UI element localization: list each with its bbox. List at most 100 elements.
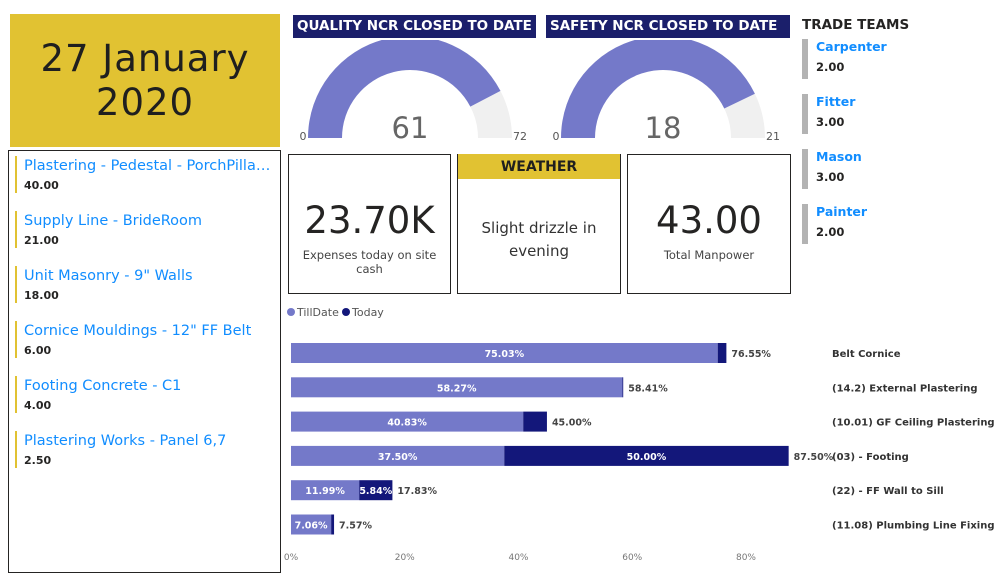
trade-item-carpenter[interactable]: Carpenter 2.00	[802, 39, 982, 83]
task-name: Cornice Mouldings - 12" FF Belt	[24, 323, 252, 339]
data-label-tilldate: 75.03%	[485, 349, 525, 360]
trade-name: Fitter	[816, 94, 856, 109]
manpower-card: 43.00 Total Manpower	[627, 154, 791, 294]
task-item[interactable]: Plastering Works - Panel 6,7 2.50	[15, 428, 280, 483]
quality-gauge-fill	[308, 40, 501, 138]
legend-marker-tilldate	[287, 308, 295, 316]
task-name: Supply Line - BrideRoom	[24, 213, 203, 229]
data-label-today: 5.84%	[359, 486, 392, 497]
task-item[interactable]: Cornice Mouldings - 12" FF Belt 6.00	[15, 318, 280, 373]
trade-item-fitter[interactable]: Fitter 3.00	[802, 94, 982, 138]
bar-tilldate	[291, 411, 524, 432]
weather-line2: evening	[508, 242, 570, 260]
bar-today	[331, 514, 335, 535]
x-tick-label: 80%	[736, 553, 756, 563]
trade-item-mason[interactable]: Mason 3.00	[802, 149, 982, 193]
data-label-total: 87.50%	[794, 452, 834, 463]
progress-bar-chart: TillDate Today 0% 20% 40% 60% 80% 75.03% 76.55% B…	[284, 300, 994, 578]
data-label-tilldate: 58.27%	[437, 383, 477, 394]
data-label-tilldate: 7.06%	[295, 521, 328, 532]
task-item[interactable]: Plastering - Pedestal - PorchPillar ... 4…	[15, 153, 280, 208]
expenses-label: Expenses today on site cash	[302, 248, 437, 276]
legend-marker-today	[342, 308, 350, 316]
category-label: (11.08) Plumbing Line Fixing	[832, 521, 994, 532]
bar-chart-svg: TillDate Today 0% 20% 40% 60% 80% 75.03% 76.55% B…	[284, 306, 994, 563]
category-label: (10.01) GF Ceiling Plastering	[832, 418, 994, 429]
quality-gauge-max: 72	[513, 130, 527, 143]
x-tick-label: 0%	[284, 553, 299, 563]
data-label-tilldate: 11.99%	[305, 486, 345, 497]
bar-today	[717, 343, 727, 363]
x-tick-label: 40%	[508, 553, 528, 563]
quality-gauge-value: 61	[392, 111, 429, 145]
weather-card: WEATHER Slight drizzle in evening	[457, 154, 621, 294]
task-value: 6.00	[24, 344, 52, 357]
trade-name: Painter	[816, 204, 868, 219]
safety-ncr-header: SAFETY NCR CLOSED TO DATE	[546, 15, 790, 38]
bar-today	[523, 411, 547, 432]
task-value: 40.00	[24, 179, 59, 192]
data-label-tilldate: 37.50%	[378, 452, 418, 463]
task-name: Footing Concrete - C1	[24, 378, 182, 394]
expenses-card: 23.70K Expenses today on site cash	[288, 154, 451, 294]
safety-gauge-value: 18	[645, 111, 682, 145]
date-line1: 27 January	[40, 36, 250, 80]
task-item[interactable]: Unit Masonry - 9" Walls 18.00	[15, 263, 280, 318]
task-item[interactable]: Supply Line - BrideRoom 21.00	[15, 208, 280, 263]
category-label: Belt Cornice	[832, 349, 901, 360]
bar-tilldate	[291, 514, 332, 535]
task-item[interactable]: Footing Concrete - C1 4.00	[15, 373, 280, 428]
weather-line1: Slight drizzle in	[481, 219, 597, 237]
data-label-total: 17.83%	[397, 486, 437, 497]
data-label-tilldate: 40.83%	[387, 418, 427, 429]
trade-teams-title: TRADE TEAMS	[802, 17, 910, 33]
safety-gauge-max: 21	[766, 130, 780, 143]
x-tick-label: 60%	[622, 553, 642, 563]
quality-gauge-svg: 61 0 72	[300, 40, 527, 145]
chart-legend: TillDate Today	[287, 306, 384, 319]
weather-title: WEATHER	[458, 154, 620, 179]
quality-ncr-gauge: 61 0 72	[293, 40, 538, 150]
task-value: 21.00	[24, 234, 59, 247]
task-name: Plastering - Pedestal - PorchPillar ...	[24, 158, 274, 174]
safety-ncr-gauge: 18 0 21	[546, 40, 791, 150]
task-name: Plastering Works - Panel 6,7	[24, 433, 227, 449]
bar-tilldate	[291, 377, 623, 398]
trade-value: 3.00	[816, 115, 845, 129]
trade-name: Carpenter	[816, 39, 887, 54]
bar-today	[359, 480, 393, 501]
bar-tilldate	[291, 480, 360, 501]
bar-tilldate	[291, 445, 505, 466]
bar-today	[504, 445, 789, 466]
data-label-total: 58.41%	[628, 383, 668, 394]
category-label: (22) - FF Wall to Sill	[832, 486, 944, 497]
category-label: (14.2) External Plastering	[832, 383, 978, 394]
bar-tilldate	[291, 343, 718, 363]
data-label-total: 7.57%	[339, 521, 372, 532]
safety-gauge-fill	[561, 40, 755, 138]
trade-value: 2.00	[816, 225, 845, 239]
legend-label-tilldate: TillDate	[296, 306, 339, 319]
quality-gauge-min: 0	[300, 130, 307, 143]
legend-label-today: Today	[351, 306, 384, 319]
data-label-total: 76.55%	[731, 349, 771, 360]
task-name: Unit Masonry - 9" Walls	[24, 268, 193, 284]
expenses-value: 23.70K	[304, 199, 435, 242]
trade-value: 3.00	[816, 170, 845, 184]
task-list[interactable]: Plastering - Pedestal - PorchPillar ... 4…	[8, 150, 281, 573]
task-value: 2.50	[24, 454, 52, 467]
bar-today	[622, 377, 624, 398]
safety-gauge-svg: 18 0 21	[553, 40, 780, 145]
quality-ncr-header: QUALITY NCR CLOSED TO DATE	[293, 15, 536, 38]
task-value: 4.00	[24, 399, 52, 412]
category-label: (03) - Footing	[832, 452, 909, 463]
trade-name: Mason	[816, 149, 862, 164]
x-tick-label: 20%	[395, 553, 415, 563]
trade-value: 2.00	[816, 60, 845, 74]
date-line2: 2020	[95, 80, 195, 124]
manpower-value: 43.00	[656, 199, 762, 242]
weather-description: Slight drizzle in evening	[458, 217, 620, 263]
task-value: 18.00	[24, 289, 59, 302]
data-label-total: 45.00%	[552, 418, 592, 429]
trade-item-painter[interactable]: Painter 2.00	[802, 204, 982, 248]
